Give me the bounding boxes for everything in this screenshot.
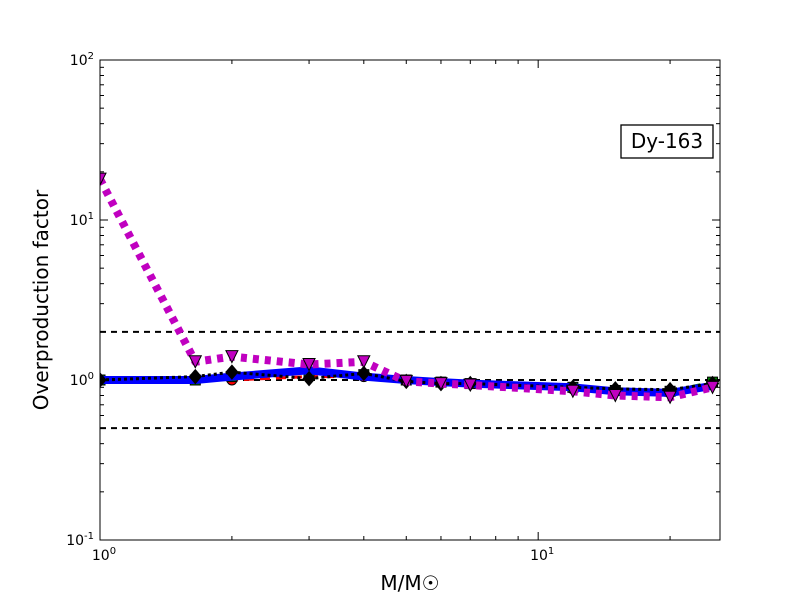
data-point [188, 355, 203, 369]
data-point [399, 374, 414, 389]
series-layer [100, 172, 720, 405]
data-point [566, 384, 580, 399]
x-tick-label: 100 [92, 546, 116, 564]
y-tick-label: 10-1 [66, 531, 94, 549]
series-line [100, 177, 714, 402]
data-point [225, 364, 239, 380]
x-tick-label: 101 [530, 546, 554, 564]
annotation-box: Dy-163 [620, 124, 714, 159]
data-point [357, 365, 371, 382]
data-point [302, 370, 316, 387]
y-tick-label: 102 [70, 51, 94, 69]
data-point [100, 172, 107, 187]
y-tick-label: 100 [70, 371, 94, 389]
data-point [663, 390, 677, 405]
data-point [463, 378, 478, 393]
data-point [302, 357, 316, 372]
data-point [608, 389, 623, 403]
series-line [100, 370, 713, 392]
y-tick-label: 101 [70, 211, 94, 229]
annotation-label: Dy-163 [631, 129, 703, 153]
data-point [434, 377, 448, 391]
data-point [225, 350, 239, 364]
data-point [705, 380, 720, 395]
y-axis-label: Overproduction factor [29, 189, 53, 410]
data-point [356, 355, 371, 369]
plot-background [100, 60, 720, 540]
annotation-frame [620, 124, 714, 159]
plot-frame [99, 59, 721, 541]
x-axis-label: M/M☉ [380, 571, 439, 595]
data-point [188, 368, 202, 385]
